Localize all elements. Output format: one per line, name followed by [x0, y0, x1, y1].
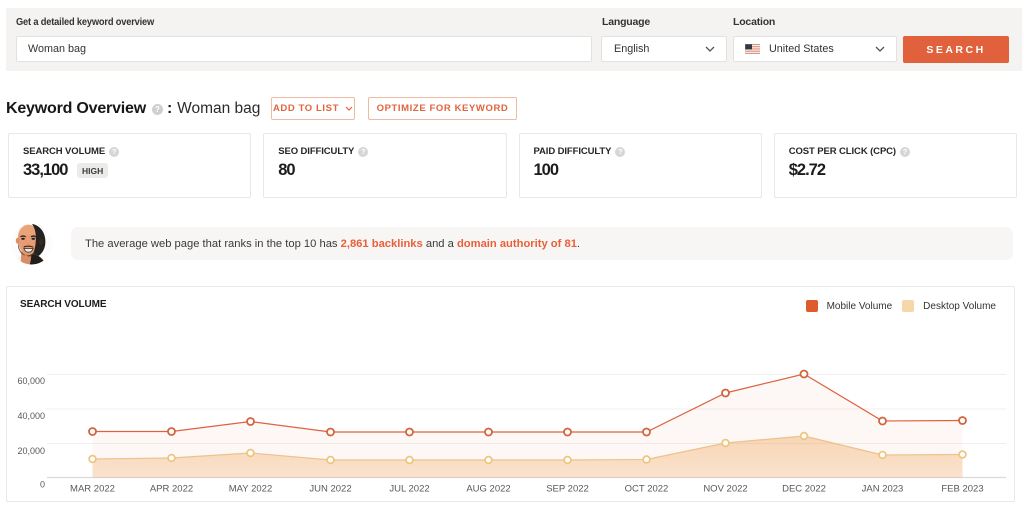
svg-text:DEC 2022: DEC 2022	[782, 484, 826, 495]
svg-text:NOV 2022: NOV 2022	[703, 484, 747, 495]
svg-text:JUN 2022: JUN 2022	[309, 484, 351, 495]
svg-text:JUL 2022: JUL 2022	[389, 484, 429, 495]
svg-text:APR 2022: APR 2022	[150, 484, 193, 495]
svg-text:OCT 2022: OCT 2022	[625, 484, 669, 495]
svg-text:JAN 2023: JAN 2023	[862, 484, 904, 495]
svg-text:SEP 2022: SEP 2022	[546, 484, 589, 495]
svg-text:0: 0	[40, 480, 45, 490]
svg-text:MAR 2022: MAR 2022	[70, 484, 115, 495]
svg-text:60,000: 60,000	[17, 376, 45, 386]
svg-text:MAY 2022: MAY 2022	[229, 484, 272, 495]
svg-text:AUG 2022: AUG 2022	[466, 484, 510, 495]
svg-text:FEB 2023: FEB 2023	[941, 484, 983, 495]
svg-text:40,000: 40,000	[17, 411, 45, 421]
svg-text:20,000: 20,000	[17, 446, 45, 456]
